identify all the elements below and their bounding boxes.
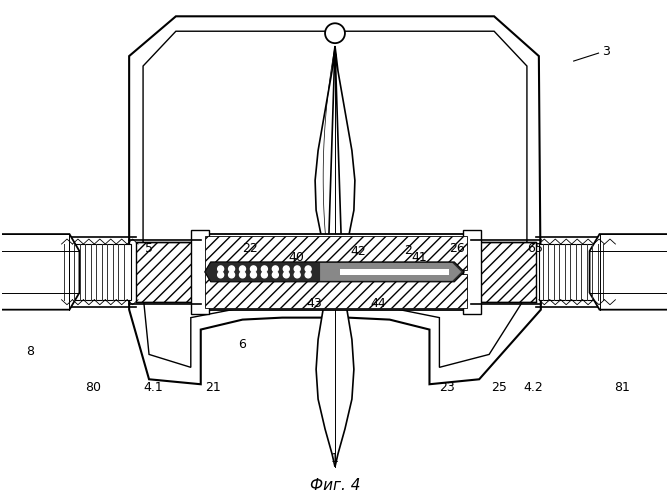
Circle shape <box>283 266 289 272</box>
Polygon shape <box>129 16 541 384</box>
Polygon shape <box>320 263 462 281</box>
Polygon shape <box>143 31 527 368</box>
Circle shape <box>305 266 311 272</box>
Text: Фиг. 4: Фиг. 4 <box>310 478 360 493</box>
Circle shape <box>250 266 256 272</box>
Text: 26: 26 <box>450 242 465 254</box>
Circle shape <box>240 266 246 272</box>
Text: 81: 81 <box>614 380 630 394</box>
Text: 25: 25 <box>491 380 507 394</box>
Text: 42: 42 <box>350 246 366 258</box>
Circle shape <box>294 266 300 272</box>
Text: 6: 6 <box>527 242 535 254</box>
Circle shape <box>283 272 289 278</box>
Text: 8: 8 <box>25 345 33 358</box>
Circle shape <box>229 266 235 272</box>
Bar <box>463 230 481 314</box>
Circle shape <box>262 266 268 272</box>
Text: 23: 23 <box>440 380 455 394</box>
Text: 5: 5 <box>145 242 153 254</box>
Text: 80: 80 <box>86 380 101 394</box>
Text: 6: 6 <box>239 338 246 351</box>
Bar <box>605 237 615 306</box>
Polygon shape <box>589 234 669 310</box>
Text: 1: 1 <box>331 452 339 466</box>
Polygon shape <box>0 234 80 310</box>
Circle shape <box>240 272 246 278</box>
Text: 43: 43 <box>306 297 322 310</box>
Text: 21: 21 <box>205 380 221 394</box>
Bar <box>57 237 66 306</box>
Circle shape <box>217 272 223 278</box>
Circle shape <box>217 266 223 272</box>
Polygon shape <box>316 280 354 467</box>
Circle shape <box>250 272 256 278</box>
Text: 2: 2 <box>403 244 411 258</box>
Circle shape <box>262 272 268 278</box>
Circle shape <box>325 24 345 43</box>
Polygon shape <box>315 46 355 262</box>
Circle shape <box>272 266 278 272</box>
Bar <box>201 234 471 310</box>
Polygon shape <box>471 242 536 302</box>
Text: 3: 3 <box>603 44 610 58</box>
Bar <box>539 244 610 300</box>
Text: 4.1: 4.1 <box>143 380 163 394</box>
Text: 44: 44 <box>370 297 385 310</box>
Bar <box>340 269 450 275</box>
Text: 22: 22 <box>243 242 258 254</box>
Text: 4.2: 4.2 <box>523 380 543 394</box>
Text: 41: 41 <box>411 252 427 264</box>
Text: 40: 40 <box>288 252 304 264</box>
Polygon shape <box>205 274 467 308</box>
Bar <box>60 244 131 300</box>
Bar <box>191 230 209 314</box>
Text: 5: 5 <box>535 242 543 254</box>
Circle shape <box>294 272 300 278</box>
Polygon shape <box>205 262 464 282</box>
Circle shape <box>305 272 311 278</box>
Polygon shape <box>205 236 467 270</box>
Circle shape <box>272 272 278 278</box>
Polygon shape <box>136 242 201 302</box>
Circle shape <box>229 272 235 278</box>
